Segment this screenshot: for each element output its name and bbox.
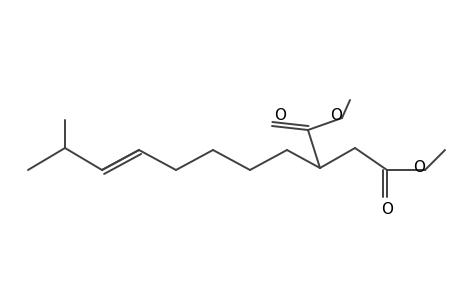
- Text: O: O: [274, 109, 285, 124]
- Text: O: O: [329, 109, 341, 124]
- Text: O: O: [380, 202, 392, 217]
- Text: O: O: [412, 160, 424, 175]
